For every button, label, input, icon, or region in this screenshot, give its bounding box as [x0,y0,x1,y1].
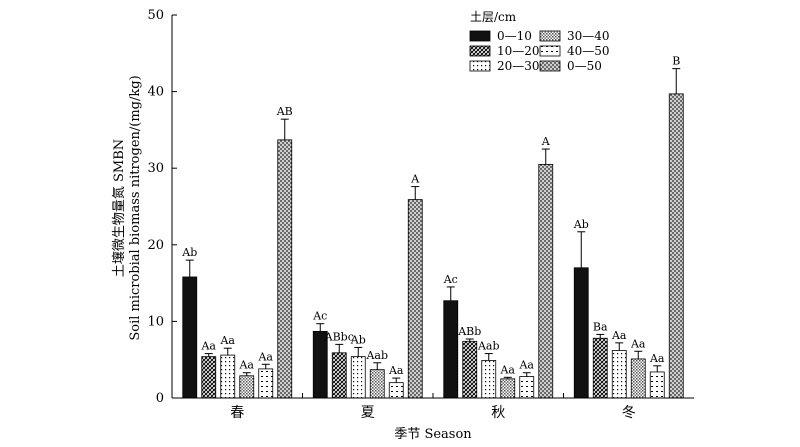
significance-label: Ab [181,246,197,259]
bar [573,267,589,399]
y-axis-title-line1: 土壤微生物量氮 SMBN [111,139,127,277]
bar [649,371,665,399]
x-axis-title: 季节 Season [394,427,472,442]
bar [538,163,554,399]
significance-label: B [672,55,680,68]
significance-label: Aa [257,350,273,363]
bar [481,360,497,399]
significance-label: Aab [477,340,500,353]
y-tick-label: 40 [147,85,164,100]
significance-label: A [541,135,551,148]
bar [239,375,255,399]
significance-label: Aa [518,359,534,372]
bar [443,300,459,399]
significance-label: Aa [238,359,254,372]
legend-swatch [539,60,561,72]
bar [201,356,217,399]
significance-label: Aa [200,340,216,353]
bar [350,356,366,399]
significance-label: Ac [312,310,327,323]
legend-label: 20—30 [497,59,540,73]
y-tick-label: 50 [147,8,164,23]
y-tick-label: 10 [147,314,164,329]
bar [369,369,385,399]
significance-label: Aa [630,337,646,350]
legend-swatch [469,30,491,42]
significance-label: Ab [573,218,589,231]
legend-swatch [469,45,491,57]
significance-label: A [410,173,420,186]
bar [258,368,274,399]
bar [277,139,293,399]
bar [407,199,423,399]
significance-label: Aa [649,352,665,365]
y-tick-label: 30 [147,161,164,176]
bar [500,378,516,399]
significance-label: Ac [443,273,458,286]
significance-label: Aa [219,334,235,347]
legend-label: 40—50 [567,44,610,58]
legend-label: 30—40 [567,29,610,43]
bar [462,340,478,399]
significance-label: Aa [388,364,404,377]
legend-swatch [539,45,561,57]
axes-layer [171,15,694,399]
legend-swatch [469,60,491,72]
significance-label: ABb [457,325,481,338]
legend-label: 0—10 [497,29,532,43]
significance-label: Aa [499,363,515,376]
bars-layer [182,93,684,399]
significance-label: Ba [593,320,608,333]
y-axis-title-line2: Soil microbial biomass nitrogen/(mg/kg) [128,75,143,340]
y-tick-label: 20 [147,238,164,253]
x-category-label: 秋 [491,405,505,421]
bar [519,376,535,399]
x-category-label: 夏 [361,405,375,421]
significance-label: AB [276,105,293,118]
significance-label: ABbc [324,330,354,343]
y-ticks-layer: 0 10 20 30 40 50 [147,8,177,406]
x-categories-layer: 春夏秋冬 [230,405,636,421]
bar [630,358,646,399]
significance-label: Ab [350,333,366,346]
bar [182,276,198,399]
legend-label: 0—50 [567,59,602,73]
bar [592,337,608,399]
y-tick-label: 0 [156,391,164,406]
bar [611,350,627,399]
significance-label: Aab [365,349,388,362]
bar [388,382,404,399]
x-category-label: 春 [230,405,244,421]
x-category-label: 冬 [622,405,636,421]
legend-label: 10—20 [497,44,540,58]
error-bars-layer [185,68,681,383]
bar [220,354,236,399]
legend-title: 土层/cm [470,10,517,24]
legend-swatch [539,30,561,42]
significance-label: Aa [611,329,627,342]
bar [331,352,347,399]
bar [668,93,684,399]
